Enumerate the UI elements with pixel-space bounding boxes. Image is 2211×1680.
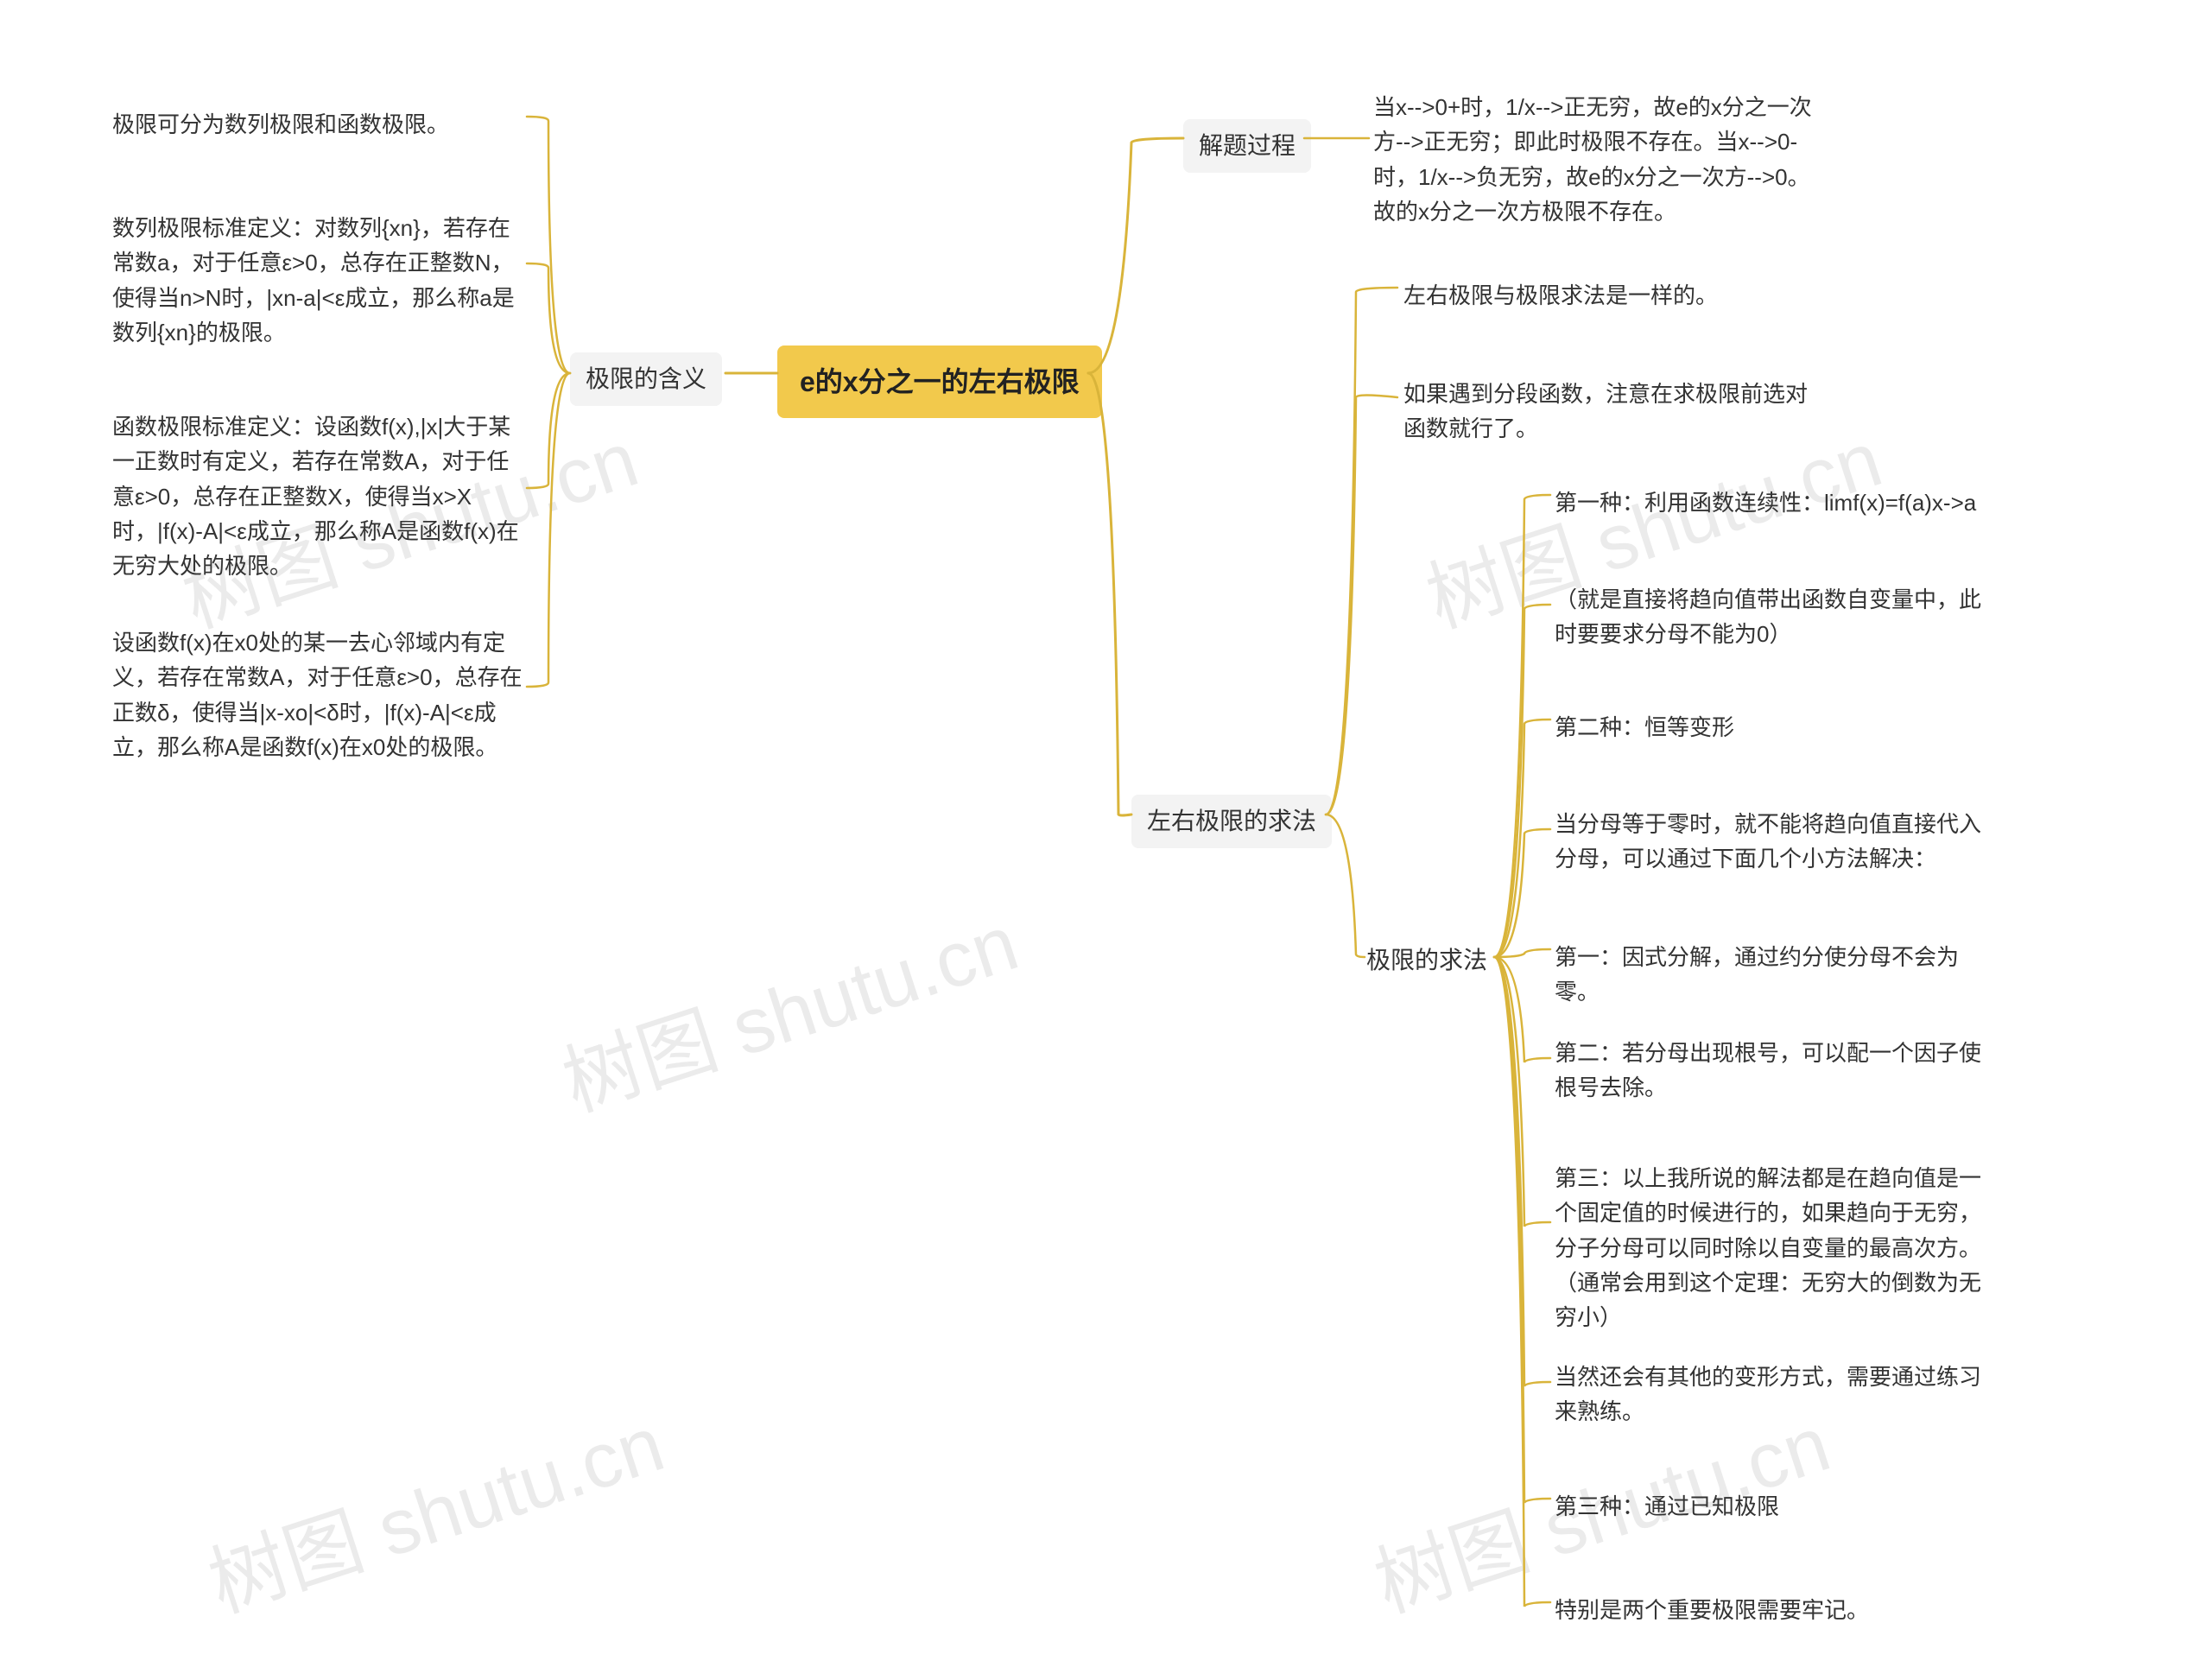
subbranch-leaf: 第一：因式分解，通过约分使分母不会为零。 <box>1555 936 1986 1013</box>
subbranch-leaf: （就是直接将趋向值带出函数自变量中，此时要要求分母不能为0） <box>1555 579 1986 656</box>
root-node: e的x分之一的左右极限 <box>777 346 1102 418</box>
subbranch-leaf: 第二：若分母出现根号，可以配一个因子使根号去除。 <box>1555 1032 1986 1109</box>
right-branch-2-leaf: 左右极限与极限求法是一样的。 <box>1403 275 1809 316</box>
subbranch-leaf: 当然还会有其他的变形方式，需要通过练习来熟练。 <box>1555 1356 1986 1433</box>
right-branch-1: 解题过程 <box>1183 119 1311 173</box>
left-leaf: 设函数f(x)在x0处的某一去心邻域内有定义，若存在常数A，对于任意ε>0，总存… <box>112 622 527 768</box>
subbranch-leaf: 第三：以上我所说的解法都是在趋向值是一个固定值的时候进行的，如果趋向于无穷，分子… <box>1555 1157 1986 1338</box>
subbranch: 极限的求法 <box>1365 937 1489 984</box>
subbranch-leaf: 特别是两个重要极限需要牢记。 <box>1555 1589 1986 1631</box>
left-leaf: 函数极限标准定义：设函数f(x),|x|大于某一正数时有定义，若存在常数A，对于… <box>112 406 527 586</box>
watermark: 树图 shutu.cn <box>193 1381 675 1633</box>
left-leaf: 极限可分为数列极限和函数极限。 <box>112 104 510 145</box>
subbranch-leaf: 当分母等于零时，就不能将趋向值直接代入分母，可以通过下面几个小方法解决： <box>1555 803 1986 880</box>
right-branch-1-leaf: 当x-->0+时，1/x-->正无穷，故e的x分之一次方-->正无穷；即此时极限… <box>1373 86 1814 232</box>
subbranch-leaf: 第一种：利用函数连续性：limf(x)=f(a)x->a <box>1555 482 1986 523</box>
watermark: 树图 shutu.cn <box>547 880 1029 1132</box>
left-leaf: 数列极限标准定义：对数列{xn}，若存在常数a，对于任意ε>0，总存在正整数N，… <box>112 207 527 353</box>
left-branch: 极限的含义 <box>570 352 722 406</box>
subbranch-leaf: 第三种：通过已知极限 <box>1555 1486 1986 1527</box>
right-branch-2-leaf: 如果遇到分段函数，注意在求极限前选对函数就行了。 <box>1403 373 1809 450</box>
right-branch-2: 左右极限的求法 <box>1131 795 1332 848</box>
subbranch-leaf: 第二种：恒等变形 <box>1555 707 1986 748</box>
